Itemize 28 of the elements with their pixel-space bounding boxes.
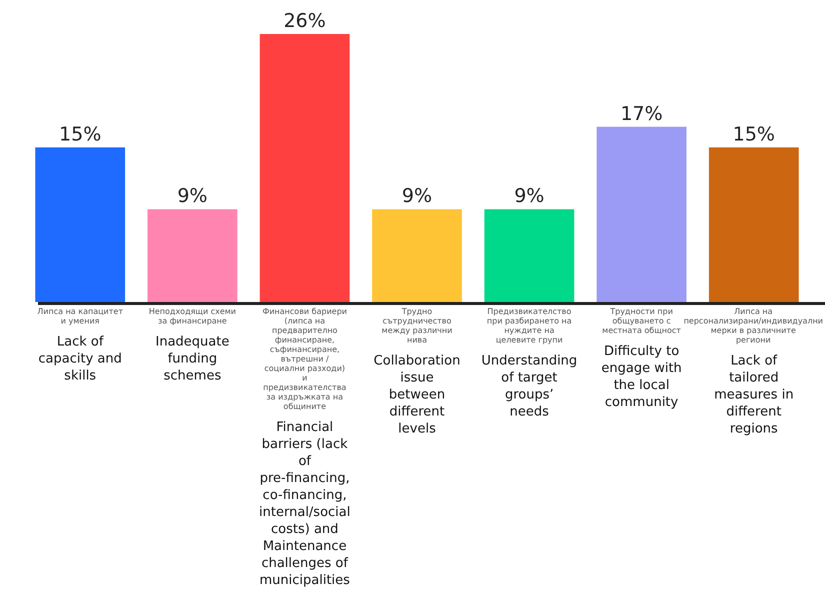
text: Difficulty to engage with the local community <box>601 344 682 410</box>
bar <box>372 209 462 302</box>
text: Collaboration issue between different levels <box>374 354 460 436</box>
x-tick-label: Липса на персонализирани/индивидуални мерки в различните региони <box>684 307 823 344</box>
category-label: Финансови бариери (липса на предварително финансиране, съфинансиране, вътрешни / социални разходи) и предизвикателства за издръжката на общините <box>262 307 347 411</box>
data-label: 26% <box>284 10 326 32</box>
data-label: 17% <box>620 102 663 125</box>
text: Lack of capacity and skills <box>38 334 122 384</box>
bar <box>484 209 574 302</box>
data-label: 9% <box>177 185 208 208</box>
data-label: 9% <box>514 185 544 208</box>
bar <box>35 147 126 302</box>
bar <box>596 126 686 302</box>
text: Financial barriers (lack of pre-financing, co-financing, internal/social costs) and Maintenance challenges of municipalities <box>259 420 350 588</box>
bar <box>148 209 238 302</box>
x-tick-label: Трудности при общуването с местната общност <box>602 307 682 335</box>
x-tick-label: Трудно сътрудничество между различни нива <box>382 307 452 344</box>
text: Lack of tailored measures in different regions <box>714 354 794 436</box>
data-label: 9% <box>402 185 432 208</box>
data-label: 15% <box>732 123 775 146</box>
text: Understanding of target groups’ needs <box>481 354 578 420</box>
x-tick-label: Предизвикателство при разбирането на нуждите на целевите групи <box>486 307 572 344</box>
bar <box>260 34 350 302</box>
bar <box>708 147 799 302</box>
data-label: 15% <box>59 123 102 146</box>
x-tick-label: Неподходящи схеми за финансиране <box>148 307 236 326</box>
x-tick-label: Липса на капацитет и умения <box>37 307 124 326</box>
text: Inadequate funding schemes <box>156 334 230 384</box>
